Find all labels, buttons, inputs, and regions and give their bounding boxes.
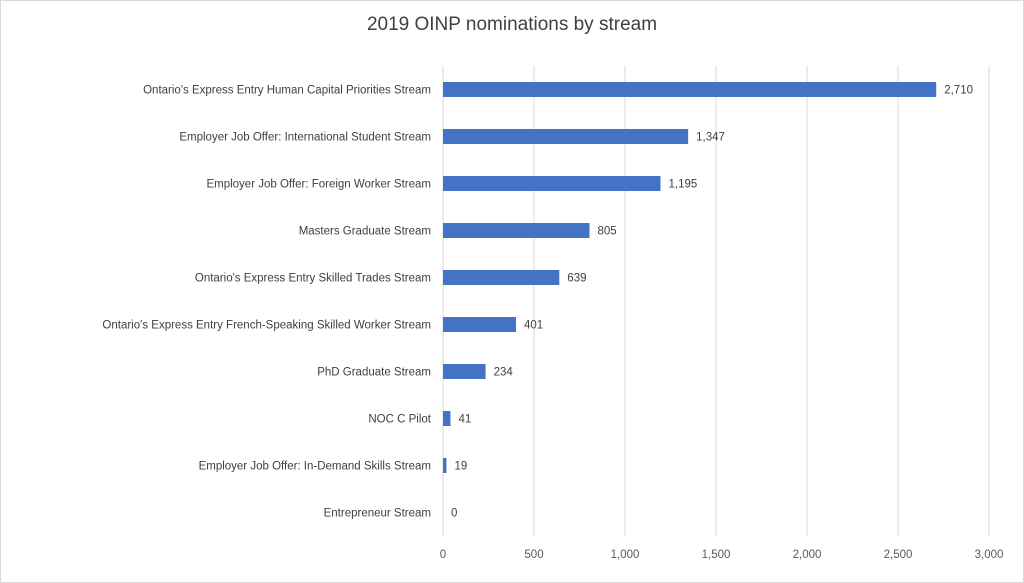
x-tick-label: 2,500 <box>884 549 913 561</box>
data-label: 639 <box>567 273 586 285</box>
x-tick-label: 2,000 <box>793 549 822 561</box>
data-label: 0 <box>451 508 457 520</box>
category-label: Employer Job Offer: International Studen… <box>179 132 431 144</box>
data-label: 401 <box>524 320 543 332</box>
category-label: Masters Graduate Stream <box>299 226 431 238</box>
bar <box>443 129 689 144</box>
data-label: 2,710 <box>944 85 973 97</box>
x-tick-label: 500 <box>524 549 543 561</box>
category-label: Ontario's Express Entry French-Speaking … <box>102 320 431 332</box>
data-label: 234 <box>494 367 514 379</box>
data-label: 19 <box>454 461 467 473</box>
category-label: Ontario's Express Entry Human Capital Pr… <box>143 85 431 97</box>
data-label: 1,347 <box>696 132 725 144</box>
bar <box>443 82 937 97</box>
data-label: 1,195 <box>668 179 697 191</box>
category-label: NOC C Pilot <box>368 414 431 426</box>
x-tick-label: 0 <box>440 549 446 561</box>
bar <box>443 458 447 473</box>
category-label: PhD Graduate Stream <box>317 367 431 379</box>
bar <box>443 411 451 426</box>
data-label: 805 <box>598 226 617 238</box>
bar <box>443 176 661 191</box>
category-label: Employer Job Offer: In-Demand Skills Str… <box>199 461 431 473</box>
x-tick-label: 3,000 <box>975 549 1004 561</box>
chart-title: 2019 OINP nominations by stream <box>366 14 658 35</box>
bar <box>443 223 590 238</box>
bar <box>443 364 486 379</box>
x-tick-label: 1,000 <box>611 549 640 561</box>
category-label: Entrepreneur Stream <box>324 508 431 520</box>
bar <box>443 317 516 332</box>
data-label: 41 <box>458 414 471 426</box>
x-tick-label: 1,500 <box>702 549 731 561</box>
bar <box>443 270 560 285</box>
category-label: Employer Job Offer: Foreign Worker Strea… <box>206 179 431 191</box>
category-label: Ontario's Express Entry Skilled Trades S… <box>195 273 431 285</box>
